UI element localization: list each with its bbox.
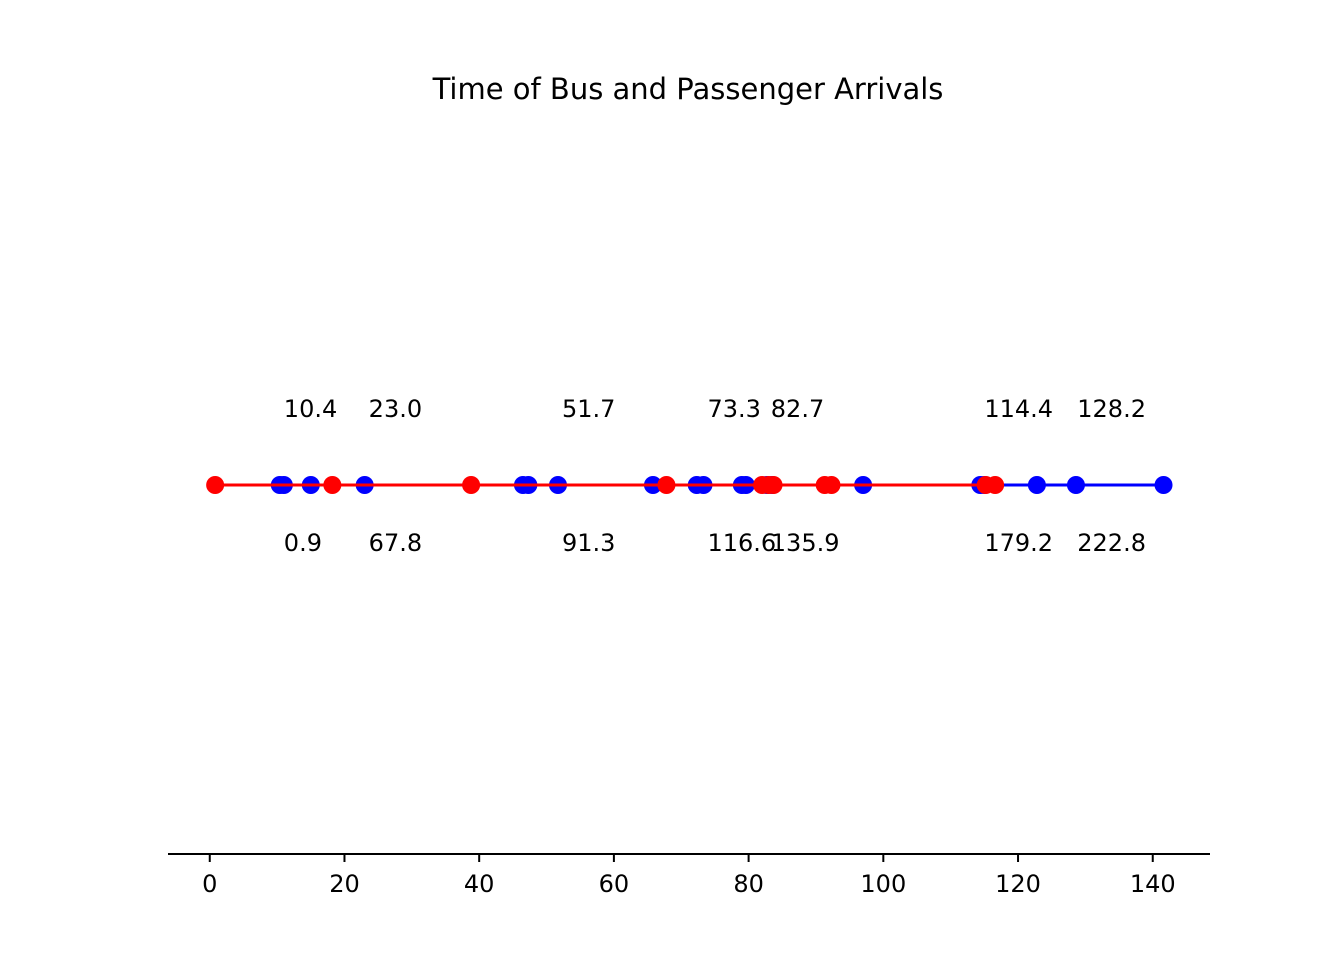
- data-label-above-6: 128.2: [1077, 395, 1146, 423]
- x-tick-label-1: 20: [329, 870, 360, 898]
- series-0-point-18: [1066, 476, 1085, 494]
- x-tick-label-2: 40: [464, 870, 495, 898]
- series-1-point-10: [986, 476, 1005, 494]
- series-1-point-1: [323, 476, 342, 494]
- data-label-below-0: 0.9: [284, 529, 322, 557]
- x-tick-label-0: 0: [202, 870, 217, 898]
- label-layer: 10.4 23.0 51.7 73.3 82.7 114.4 128.2 0.9 67.8 91.…: [284, 395, 1146, 557]
- data-label-below-6: 222.8: [1077, 529, 1146, 557]
- series-0-point-17: [1027, 476, 1046, 494]
- chart-title: Time of Bus and Passenger Arrivals: [432, 72, 944, 106]
- data-label-above-3: 73.3: [707, 395, 760, 423]
- x-axis: 0 20 40 60 80 100 120 140: [168, 853, 1210, 898]
- series-0-point-19: [1154, 476, 1173, 494]
- data-label-below-1: 67.8: [369, 529, 422, 557]
- data-label-above-1: 23.0: [369, 395, 422, 423]
- series-1-point-0: [206, 476, 225, 494]
- data-label-below-3: 116.6: [707, 529, 776, 557]
- data-label-above-0: 10.4: [284, 395, 337, 423]
- x-tick-label-4: 80: [733, 870, 764, 898]
- series-1-point-2: [462, 476, 481, 494]
- data-label-below-2: 91.3: [562, 529, 615, 557]
- x-tick-label-3: 60: [599, 870, 630, 898]
- data-label-above-5: 114.4: [984, 395, 1053, 423]
- x-tick-label-6: 120: [995, 870, 1041, 898]
- x-tick-label-7: 140: [1130, 870, 1176, 898]
- data-label-below-5: 179.2: [984, 529, 1053, 557]
- series-1-point-6: [764, 476, 783, 494]
- data-label-below-4: 135.9: [771, 529, 840, 557]
- data-label-above-2: 51.7: [562, 395, 615, 423]
- series-1-point-3: [657, 476, 676, 494]
- series-1-point-8: [822, 476, 841, 494]
- x-tick-label-5: 100: [860, 870, 906, 898]
- data-label-above-4: 82.7: [771, 395, 824, 423]
- series-layer: [206, 476, 1173, 494]
